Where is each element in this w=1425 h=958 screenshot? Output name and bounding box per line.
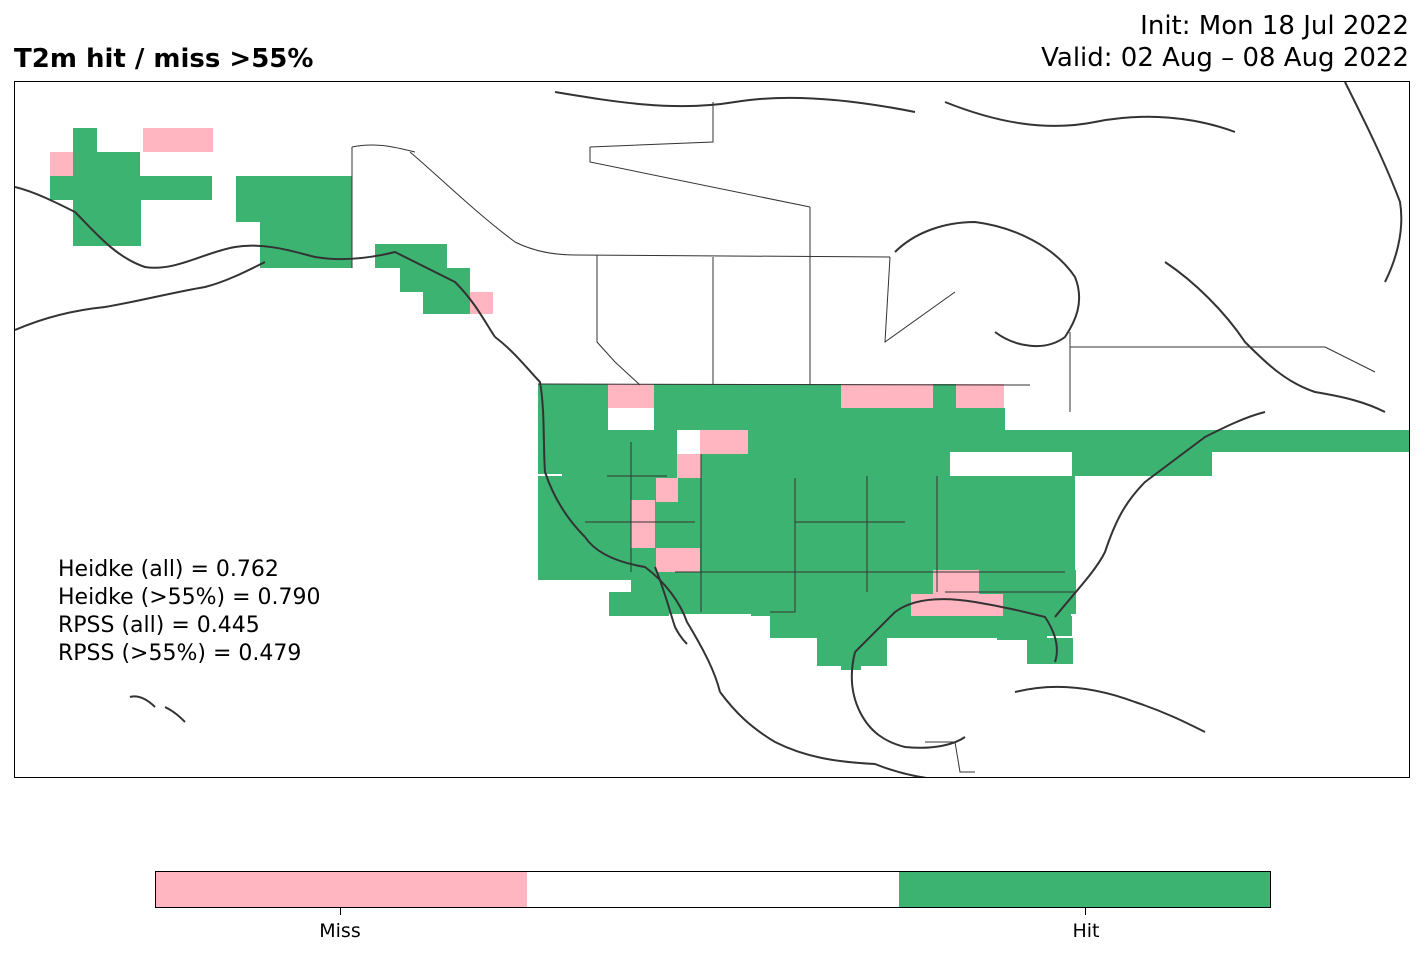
- colorbar-tick-hit: [1085, 908, 1086, 915]
- miss-cell: [956, 384, 1004, 408]
- score-heidke-all: Heidke (all) = 0.762: [58, 557, 279, 582]
- miss-cell: [656, 478, 678, 502]
- border-segment: [351, 144, 416, 153]
- colorbar-miss-segment: [156, 872, 528, 907]
- score-summary: Heidke (all) = 0.762 Heidke (>55%) = 0.7…: [58, 556, 321, 668]
- hit-cell: [1025, 616, 1072, 636]
- political-borders: [351, 102, 1376, 773]
- border-segment: [589, 102, 714, 148]
- init-date: Init: Mon 18 Jul 2022: [1140, 11, 1409, 41]
- hit-cell: [423, 292, 470, 314]
- hit-cell: [609, 592, 669, 616]
- border-segment: [589, 147, 811, 208]
- coastline-segment: [719, 691, 927, 777]
- miss-cell: [608, 384, 654, 408]
- hit-cell: [1072, 430, 1212, 476]
- border-segment: [1324, 346, 1376, 373]
- colorbar-label-miss: Miss: [319, 920, 361, 942]
- border-segment: [409, 151, 576, 256]
- map-panel: Heidke (all) = 0.762 Heidke (>55%) = 0.7…: [14, 81, 1410, 778]
- hit-cell: [73, 200, 141, 246]
- hit-cell: [50, 176, 212, 200]
- hit-cell: [375, 244, 447, 268]
- coastline-segment: [1344, 82, 1403, 283]
- hit-cell: [675, 476, 1075, 524]
- miss-cell: [841, 384, 933, 408]
- map-canvas: [15, 82, 1409, 777]
- coastline-segment: [654, 566, 688, 645]
- colorbar-hit-segment: [898, 872, 1270, 907]
- border-segment: [537, 383, 1031, 386]
- date-info: Init: Mon 18 Jul 2022 Valid: 02 Aug – 08…: [1041, 10, 1409, 74]
- border-segment: [884, 256, 956, 344]
- coastline-segment: [15, 261, 266, 331]
- coastline-segment: [129, 695, 156, 708]
- coastline-segment: [1014, 685, 1206, 733]
- map-title: T2m hit / miss >55%: [14, 44, 314, 74]
- border-segment: [770, 478, 796, 613]
- border-segment: [574, 254, 891, 258]
- coastline-segment: [850, 651, 966, 749]
- hit-cell: [700, 452, 950, 476]
- score-rpss-all: RPSS (all) = 0.445: [58, 613, 260, 638]
- hit-cell: [841, 660, 861, 670]
- score-heidke-55: Heidke (>55%) = 0.790: [58, 585, 321, 610]
- border-segment: [925, 741, 975, 773]
- coastline-segment: [1054, 411, 1266, 618]
- coastline-segment: [494, 336, 721, 693]
- colorbar: [155, 871, 1271, 908]
- coastline-segment: [854, 598, 1058, 663]
- coastline-segment: [894, 221, 1081, 348]
- coastline-segment: [164, 706, 186, 723]
- coastline-segment: [1164, 261, 1386, 413]
- colorbar-tick-miss: [340, 908, 341, 915]
- hit-cell: [260, 222, 352, 268]
- coastline-segment: [944, 101, 1236, 133]
- coastline-segment: [554, 91, 916, 113]
- hit-cell: [73, 128, 97, 152]
- hit-cell: [700, 430, 1409, 452]
- miss-cell: [143, 128, 213, 152]
- colorbar-label-hit: Hit: [1072, 920, 1100, 942]
- coastline-segment: [15, 186, 496, 338]
- score-rpss-55: RPSS (>55%) = 0.479: [58, 641, 302, 666]
- miss-cell: [50, 152, 73, 176]
- miss-cell: [631, 500, 655, 548]
- colorbar-neutral-segment: [527, 872, 899, 907]
- hit-cell: [1027, 638, 1073, 664]
- miss-cell: [700, 430, 748, 454]
- miss-cell: [677, 454, 701, 478]
- miss-cell: [933, 570, 979, 594]
- valid-date: Valid: 02 Aug – 08 Aug 2022: [1041, 43, 1409, 73]
- coastlines: [15, 82, 1403, 777]
- hit-cell: [933, 408, 1005, 430]
- hit-cell: [236, 176, 352, 222]
- miss-cell: [656, 548, 700, 572]
- hit-cell: [933, 384, 956, 408]
- border-segment: [596, 255, 641, 386]
- hit-cell: [562, 430, 677, 476]
